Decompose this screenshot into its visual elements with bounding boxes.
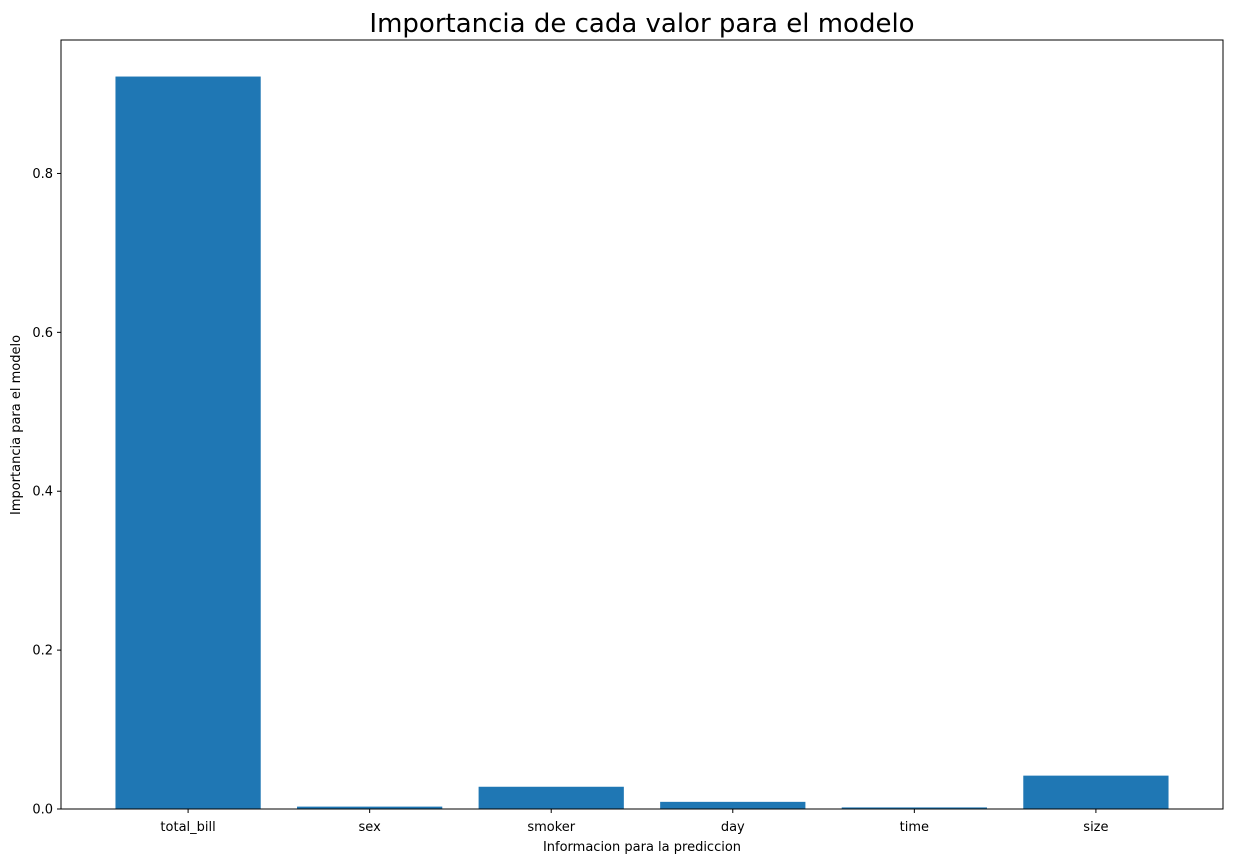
x-tick-label: smoker	[527, 820, 575, 835]
x-tick-label: sex	[359, 820, 382, 835]
bars-group	[115, 76, 1169, 809]
plot-frame	[60, 39, 1224, 810]
x-tick-label: size	[1083, 820, 1108, 835]
y-tick-label: 0.4	[32, 485, 53, 500]
bar-day	[660, 801, 806, 809]
y-axis-label: Importancia para el modelo	[9, 335, 24, 515]
y-tick-label: 0.0	[32, 803, 53, 818]
x-axis-label: Informacion para la prediccion	[543, 840, 741, 855]
y-tick-label: 0.6	[32, 326, 53, 341]
bar-total-bill	[115, 76, 261, 809]
y-tick-label: 0.8	[32, 167, 53, 182]
y-tick-label: 0.2	[32, 644, 53, 659]
y-axis-ticks: 0.0 0.2 0.4 0.6 0.8	[32, 167, 61, 818]
bar-sex	[297, 806, 443, 809]
bar-size	[1023, 775, 1169, 809]
x-axis-ticks: total_bill sex smoker day time size	[160, 809, 1109, 835]
x-tick-label: day	[721, 820, 745, 835]
bar-time	[841, 807, 987, 809]
x-tick-label: total_bill	[160, 820, 215, 835]
x-tick-label: time	[900, 820, 929, 835]
bar-smoker	[478, 786, 624, 809]
chart-title: Importancia de cada valor para el modelo	[369, 9, 914, 39]
